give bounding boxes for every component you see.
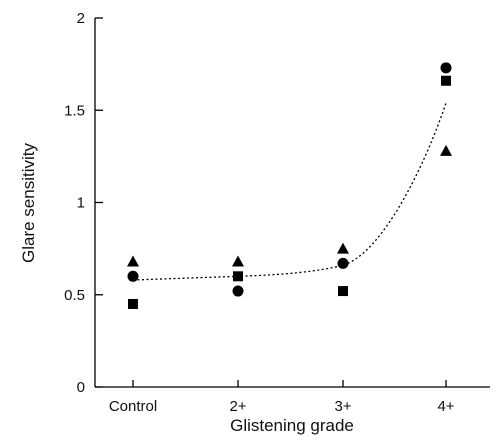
triangle-point bbox=[232, 255, 244, 267]
triangle-point bbox=[440, 144, 452, 156]
square-point bbox=[128, 298, 138, 309]
circle-point bbox=[440, 62, 452, 74]
x-tick-label: 2+ bbox=[229, 398, 246, 415]
x-ticks: Control 2+ 3+ 4+ bbox=[109, 380, 455, 415]
trend-line bbox=[132, 102, 447, 281]
circle-point bbox=[337, 257, 349, 269]
y-ticks: 0 0.5 1 1.5 2 bbox=[64, 10, 103, 396]
square-point bbox=[233, 271, 243, 282]
x-tick-label: Control bbox=[109, 398, 157, 415]
y-axis-title: Glare sensitivity bbox=[19, 143, 38, 263]
square-point bbox=[441, 75, 451, 86]
circle-point bbox=[127, 270, 139, 282]
y-tick-label: 1.5 bbox=[64, 102, 85, 119]
square-point bbox=[338, 286, 348, 297]
y-tick-label: 0.5 bbox=[64, 287, 85, 304]
triangle-point bbox=[337, 242, 349, 254]
x-tick-label: 3+ bbox=[334, 398, 351, 415]
axes bbox=[94, 18, 490, 388]
y-tick-label: 0 bbox=[77, 379, 85, 396]
data-points bbox=[127, 62, 452, 309]
triangle-point bbox=[127, 255, 139, 267]
y-tick-label: 2 bbox=[77, 10, 85, 27]
x-axis-title: Glistening grade bbox=[230, 416, 354, 435]
circle-point bbox=[232, 285, 244, 297]
y-tick-label: 1 bbox=[77, 195, 85, 212]
x-tick-label: 4+ bbox=[437, 398, 454, 415]
